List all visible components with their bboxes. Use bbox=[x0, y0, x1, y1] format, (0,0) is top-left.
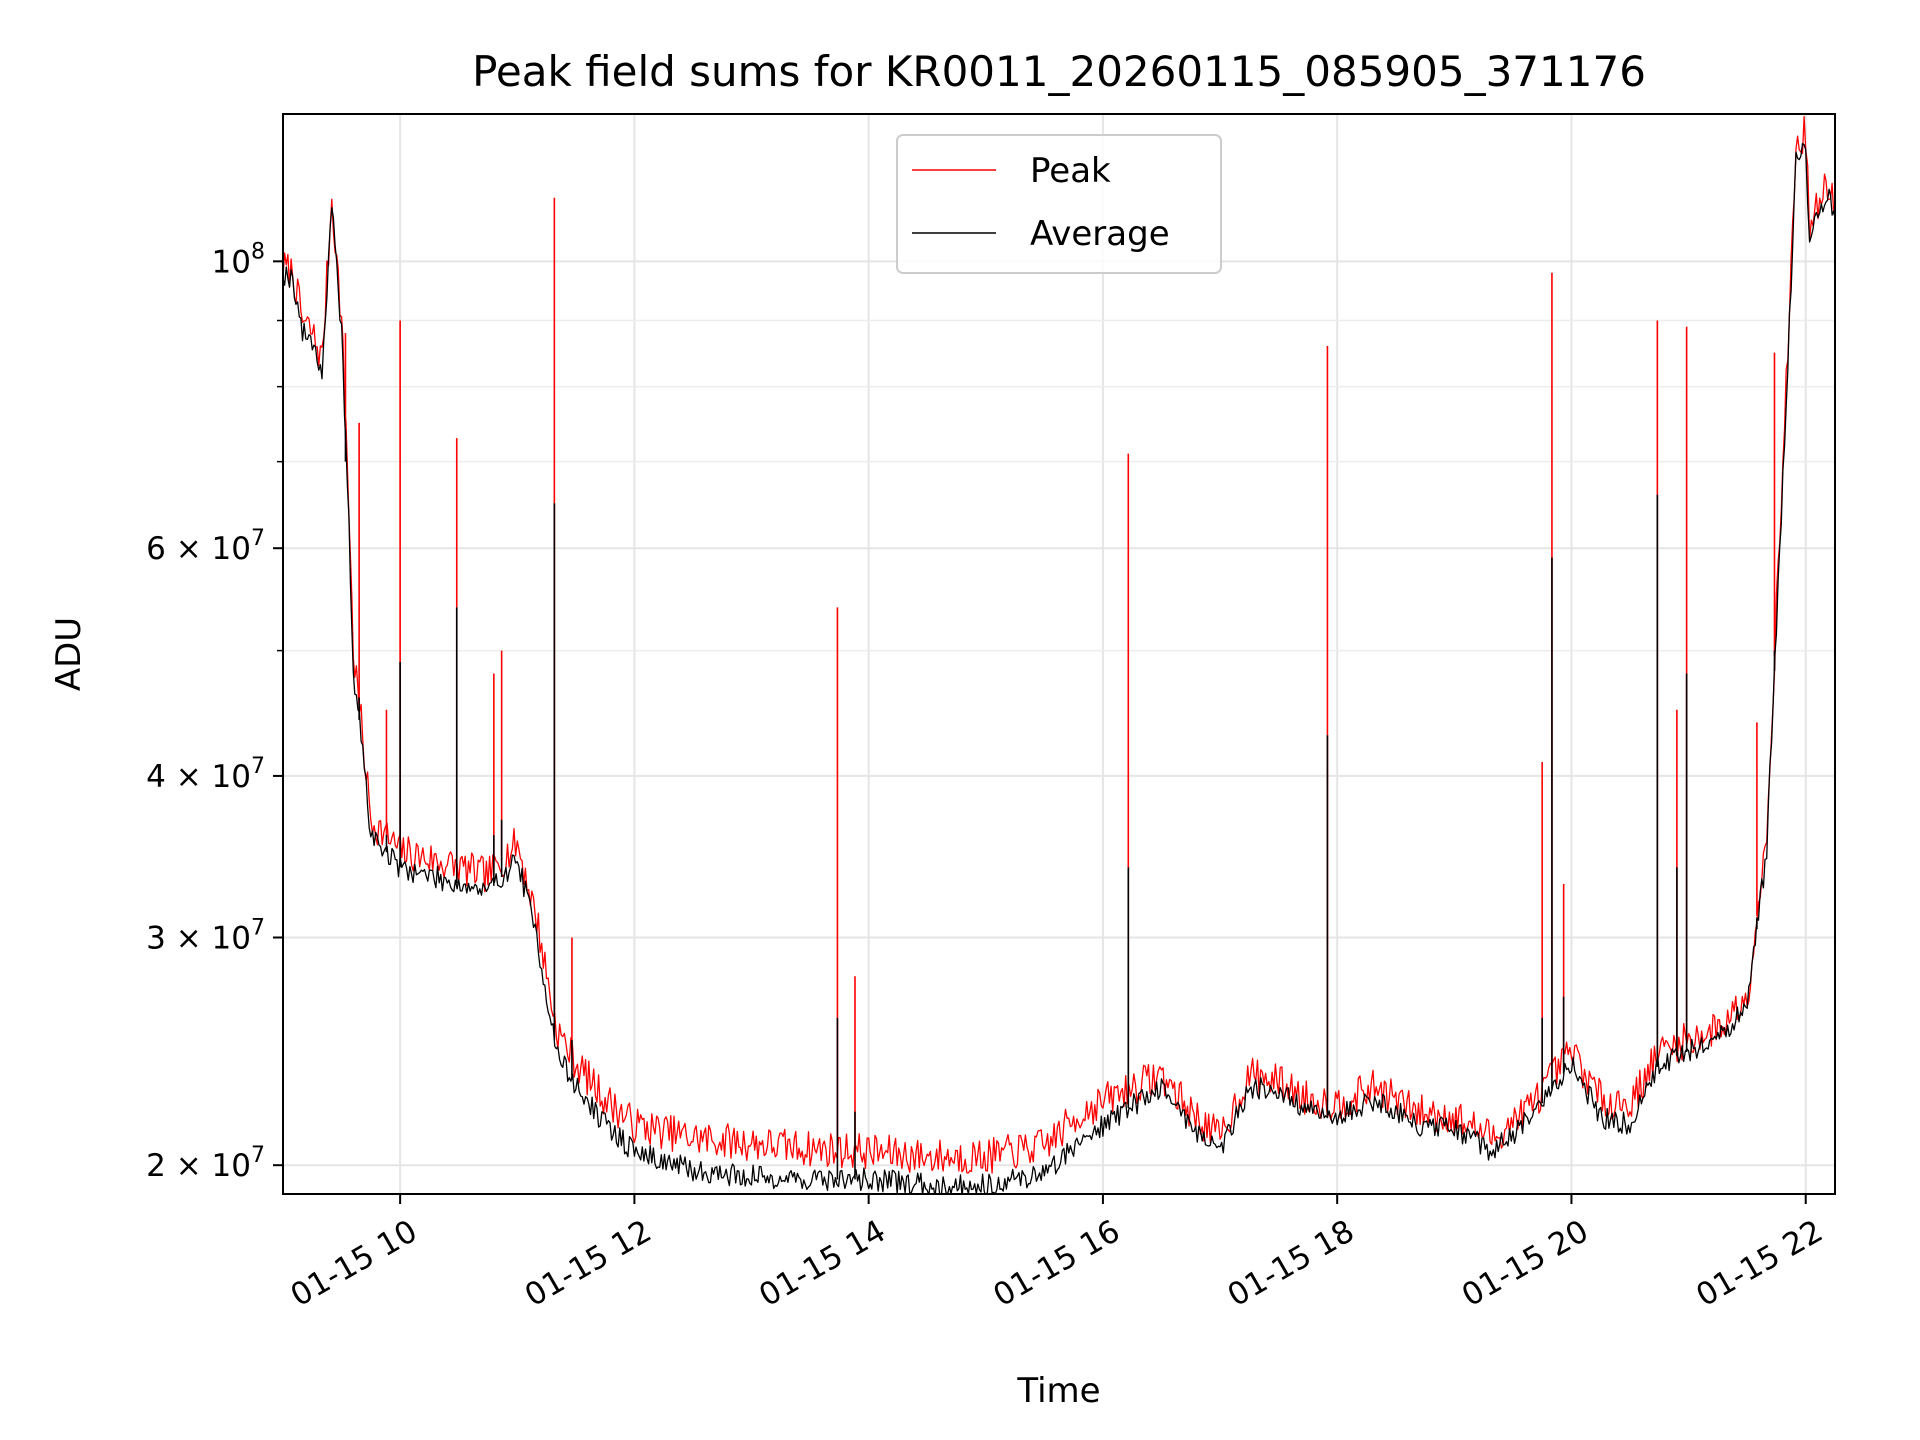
chart-title: Peak field sums for KR0011_20260115_0859… bbox=[472, 47, 1646, 96]
legend-label-peak: Peak bbox=[1030, 151, 1111, 191]
y-axis-ticks: 2 × 107 3 × 107 4 × 107 6 × 107 108 bbox=[146, 239, 283, 1184]
x-axis-label: Time bbox=[1016, 1371, 1100, 1411]
y-tick-label: 108 bbox=[212, 239, 265, 280]
series-line-peak bbox=[283, 116, 1835, 1174]
plot-frame bbox=[282, 113, 1836, 1195]
y-tick-label: 4 × 107 bbox=[146, 754, 265, 795]
y-tick-label: 6 × 107 bbox=[146, 526, 265, 567]
y-tick-label: 2 × 107 bbox=[146, 1143, 265, 1184]
y-axis-label: ADU bbox=[49, 617, 89, 691]
series-line-average bbox=[283, 142, 1835, 1194]
series-layer bbox=[283, 116, 1835, 1194]
legend-label-average: Average bbox=[1030, 214, 1170, 254]
grid bbox=[283, 114, 1835, 1194]
y-tick-label: 3 × 107 bbox=[146, 915, 265, 956]
legend: Peak Average bbox=[896, 134, 1222, 274]
